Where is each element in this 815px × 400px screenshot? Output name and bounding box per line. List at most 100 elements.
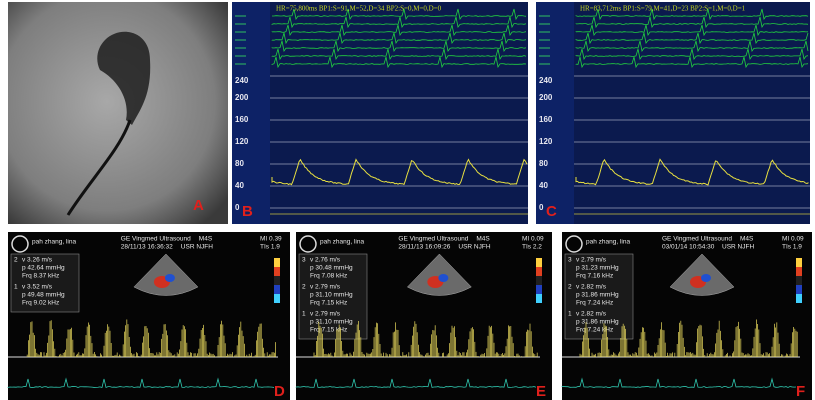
color-bar <box>796 276 802 285</box>
monitor-bg <box>232 2 528 224</box>
ecg-lead <box>272 8 527 21</box>
catheter <box>66 119 132 216</box>
echo-panel: pah zhang, lina GE Vingmed Ultrasound M4S 2… <box>7 232 290 400</box>
ge-logo <box>299 235 317 253</box>
color-bar <box>536 267 542 276</box>
date: 28/11/13 16:36:32 <box>121 244 173 251</box>
echo-ecg <box>295 378 537 388</box>
color-bar <box>536 276 542 285</box>
probe: M4S <box>476 236 490 243</box>
ecg-lead <box>575 40 809 53</box>
mi: MI 0.09 <box>522 236 544 243</box>
measure-index: 1 <box>14 284 18 291</box>
color-bar <box>274 285 280 294</box>
patient-name: pah zhang, lina <box>320 239 364 246</box>
ecg-lead <box>271 56 527 69</box>
panel-letter: E <box>536 383 546 400</box>
measure-line: Frq 8.37 kHz <box>22 273 59 280</box>
measure-line: Frq 9.02 kHz <box>22 300 59 307</box>
probe: M4S <box>199 236 213 243</box>
pressure-wave <box>271 158 528 186</box>
sector <box>406 253 472 296</box>
vendor: GE Vingmed Ultrasound <box>121 236 191 243</box>
scale-label: 40 <box>539 181 548 190</box>
measure-index: 2 <box>568 284 572 291</box>
panel-letter: B <box>242 203 253 220</box>
scale-label: 120 <box>539 137 553 146</box>
measure-index: 1 <box>302 311 306 318</box>
vendor: GE Vingmed Ultrasound <box>662 236 732 243</box>
measure-line: p 31.86 mmHg <box>576 292 619 299</box>
measure-index: 3 <box>302 257 306 264</box>
ecg-lead <box>271 40 527 53</box>
monitor-header: HR=83,712ms BP1:S=79,M=41,D=23 BP2:S=1,M… <box>580 5 746 13</box>
echo-panel: pah zhang, lina GE Vingmed Ultrasound M4S 0… <box>561 232 812 400</box>
measure-index: 1 <box>568 311 572 318</box>
monitor-bg <box>536 2 810 224</box>
measure-line: p 31.10 mmHg <box>310 292 353 299</box>
sector <box>669 253 735 296</box>
measure-line: Frq 7.08 kHz <box>310 273 347 280</box>
measure-line: v 2.82 m/s <box>576 311 607 318</box>
color-flow <box>164 274 175 282</box>
panel-a: A <box>8 2 228 224</box>
color-bar <box>274 294 280 303</box>
color-bar <box>274 276 280 285</box>
date: 28/11/13 16:09:26 <box>398 244 450 251</box>
scale-label: 240 <box>235 76 249 85</box>
scale-label: 80 <box>539 159 548 168</box>
scale-label: 120 <box>235 137 249 146</box>
ecg-lead <box>575 48 809 61</box>
measure-box <box>298 253 368 340</box>
doppler-spectrum <box>313 321 538 357</box>
measure-line: p 31.86 mmHg <box>576 319 619 326</box>
user: USR NJFH <box>722 244 754 251</box>
color-bar <box>796 285 802 294</box>
scale-label: 0 <box>539 203 544 212</box>
scale-label: 200 <box>539 93 553 102</box>
ecg-lead <box>271 16 527 29</box>
measure-index: 3 <box>568 257 572 264</box>
echo-ecg <box>7 377 275 389</box>
doppler-spectrum <box>25 319 276 357</box>
measure-line: p 30.48 mmHg <box>310 265 353 272</box>
echo-ecg <box>561 377 797 388</box>
measure-line: Frq 7.15 kHz <box>310 300 347 307</box>
measure-line: p 31.23 mmHg <box>576 265 619 272</box>
ecg-lead <box>575 24 809 37</box>
aorta <box>97 31 151 125</box>
measure-line: v 3.52 m/s <box>22 284 53 291</box>
ecg-lead <box>271 24 527 37</box>
measure-line: v 3.26 m/s <box>22 257 53 264</box>
pressure-panel: HR=75,800ms BP1:S=91,M=52,D=34 BP2:S=0,M… <box>232 2 528 224</box>
ecg-lead <box>271 32 527 45</box>
measure-line: Frq 7.15 kHz <box>310 327 347 334</box>
color-flow <box>438 274 449 282</box>
color-bar <box>274 258 280 267</box>
measure-line: Frq 7.24 kHz <box>576 327 613 334</box>
date: 03/01/14 10:54:30 <box>662 244 715 251</box>
monitor-header: HR=75,800ms BP1:S=91,M=52,D=34 BP2:S=0,M… <box>276 5 442 13</box>
mi: MI 0.39 <box>260 236 282 243</box>
measure-line: p 42.64 mmHg <box>22 265 65 272</box>
measure-line: v 2.82 m/s <box>576 284 607 291</box>
pressure-wave <box>575 158 809 186</box>
scale-label: 160 <box>539 115 553 124</box>
ecg-lead <box>575 16 809 29</box>
mi: MI 0.09 <box>782 236 804 243</box>
color-bar <box>796 258 802 267</box>
scale-label: 240 <box>539 76 553 85</box>
color-bar <box>274 267 280 276</box>
tis: TIs 1.9 <box>260 244 280 251</box>
measure-line: Frq 7.16 kHz <box>576 273 613 280</box>
scale-label: 200 <box>235 93 249 102</box>
measure-line: v 2.79 m/s <box>576 257 607 264</box>
color-bar <box>796 267 802 276</box>
ge-logo <box>11 235 29 253</box>
measure-box <box>10 253 80 313</box>
measure-line: p 49.48 mmHg <box>22 292 65 299</box>
sector <box>133 253 199 296</box>
vendor: GE Vingmed Ultrasound <box>398 236 468 243</box>
tis: TIs 1.9 <box>782 244 802 251</box>
